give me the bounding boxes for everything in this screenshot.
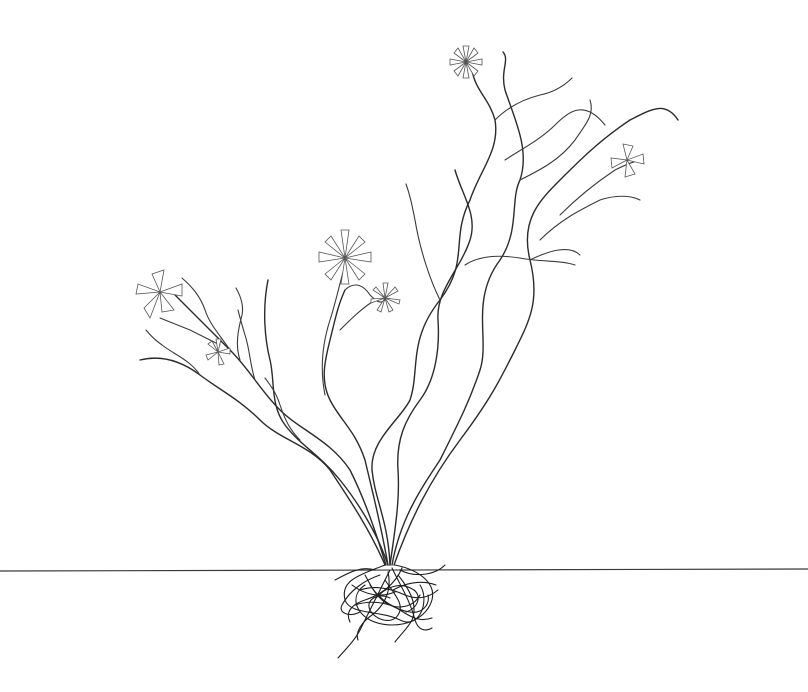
- flowers: [135, 45, 645, 366]
- flower-right: [610, 143, 645, 178]
- flower-left-small: [205, 338, 231, 366]
- flower-center-small: [370, 282, 401, 313]
- ground-line: [0, 568, 808, 572]
- flower-left: [135, 269, 183, 319]
- flower-center-large: [318, 229, 372, 285]
- root-tangle: [334, 564, 446, 659]
- flower-top: [449, 45, 483, 79]
- plant-stems: [139, 51, 679, 566]
